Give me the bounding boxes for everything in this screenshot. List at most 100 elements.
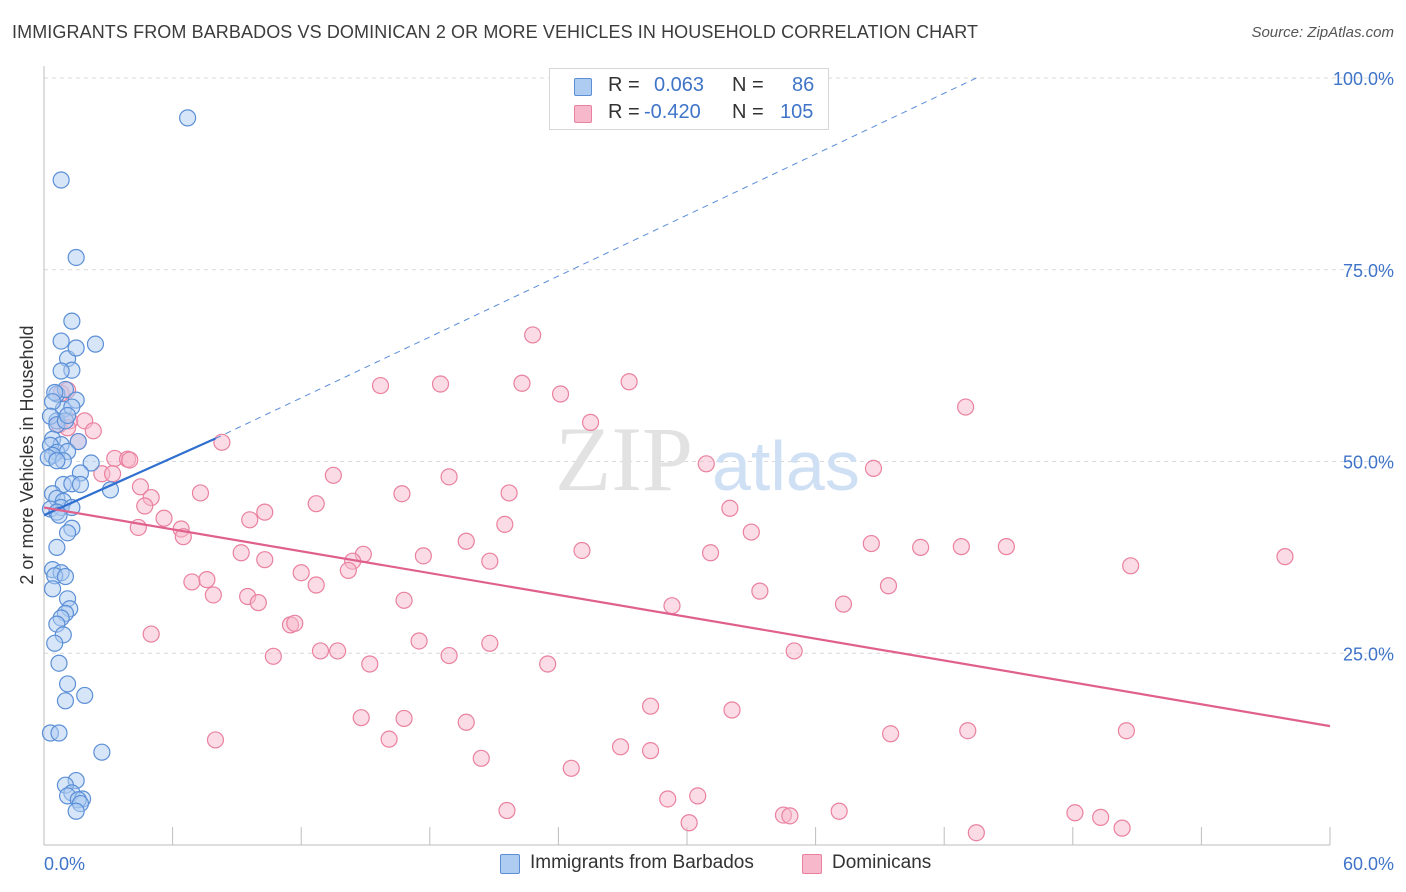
n-value: 105: [780, 101, 814, 123]
r-label: R =: [608, 74, 640, 96]
dominicans-point: [620, 373, 638, 391]
dominicans-point: [395, 709, 413, 728]
dominicans-point: [912, 538, 930, 557]
dominicans-point: [311, 642, 330, 660]
trend-lines: [43, 77, 1331, 728]
dominicans-point: [834, 595, 853, 613]
dominicans-point: [307, 576, 325, 594]
dominicans-point: [136, 497, 154, 515]
dominicans-point: [524, 326, 542, 344]
dominicans-point: [680, 814, 698, 832]
dominicans-point: [206, 731, 225, 749]
dominicans-point: [307, 495, 325, 513]
dominicans-point: [581, 413, 600, 431]
dominicans-point: [1122, 557, 1140, 575]
dominicans-point: [256, 551, 274, 569]
dominicans-point: [183, 573, 201, 591]
barbados-point: [82, 454, 100, 472]
dominicans-point: [967, 824, 985, 842]
x-tick-label: 60.0%: [1343, 854, 1394, 874]
barbados-point: [46, 634, 64, 652]
dominicans-point: [352, 709, 370, 727]
barbados-point: [56, 692, 75, 710]
dominicans-point: [457, 713, 475, 731]
dominicans-point: [431, 375, 450, 393]
dominicans-point: [879, 577, 898, 595]
barbados-point: [43, 393, 62, 411]
barbados-point: [69, 432, 87, 451]
dominicans-point: [513, 374, 531, 392]
barbados-point: [86, 335, 105, 353]
dominicans-point: [659, 790, 677, 808]
watermark: ZIP atlas: [555, 408, 860, 510]
dominicans-point: [249, 594, 267, 612]
dominicans-point: [562, 759, 580, 777]
n-label: N =: [732, 101, 764, 123]
dominicans-point: [324, 466, 342, 484]
dominicans-point: [641, 742, 660, 760]
dominicans-point: [701, 544, 720, 562]
y-tick-label: 75.0%: [1343, 261, 1394, 281]
barbados-point: [50, 654, 68, 672]
dominicans-point: [723, 701, 741, 719]
dominicans-point: [286, 614, 304, 632]
dominicans-point: [393, 485, 411, 503]
r-value: -0.420: [644, 101, 701, 123]
r-value: 0.063: [654, 74, 705, 96]
chart-title: IMMIGRANTS FROM BARBADOS VS DOMINICAN 2 …: [12, 22, 979, 42]
dominicans-point: [957, 398, 975, 416]
barbados-point: [67, 339, 85, 357]
dominicans-point: [496, 515, 514, 533]
n-label: N =: [732, 74, 764, 96]
gridlines: [44, 77, 1392, 654]
barbados-point: [58, 524, 77, 542]
barbados-swatch: [574, 78, 592, 96]
dominicans-point: [103, 465, 122, 483]
dominicans-point: [371, 376, 390, 395]
barbados-point: [50, 724, 68, 742]
y-tick-label: 50.0%: [1343, 453, 1394, 473]
dominicans-point: [1117, 722, 1135, 740]
barbados-point: [56, 567, 75, 586]
dominicans-point: [440, 468, 458, 486]
dominicans-point: [697, 455, 715, 473]
source-label: Source: ZipAtlas.com: [1251, 24, 1394, 41]
barbados-point: [52, 171, 70, 189]
dominicans-point: [191, 484, 210, 502]
barbados-trend-line: [43, 437, 216, 517]
dominicans-point: [498, 801, 516, 820]
dominicans-point: [1113, 819, 1131, 837]
barbados-point: [179, 109, 197, 127]
barbados-point: [48, 538, 66, 557]
dominicans-point: [481, 634, 499, 652]
dominicans-point: [204, 586, 222, 604]
dominicans-point: [131, 478, 150, 496]
dominicans-point: [641, 697, 660, 715]
dominicans-point: [472, 749, 490, 767]
barbados-point: [43, 580, 62, 598]
barbados-point: [52, 332, 70, 350]
y-tick-label: 100.0%: [1333, 69, 1394, 89]
barbados-points: [39, 109, 197, 820]
dominicans-point: [539, 655, 557, 673]
dominicans-point: [241, 511, 259, 529]
x-tick-label: 0.0%: [44, 854, 85, 874]
dominicans-point: [573, 541, 591, 560]
dominicans-point: [862, 534, 880, 553]
r-label: R =: [608, 101, 640, 123]
barbados-legend-swatch: [500, 854, 520, 874]
dominicans-point: [1276, 548, 1294, 566]
watermark-atlas: atlas: [712, 427, 860, 505]
dominicans-point: [380, 730, 398, 748]
dominicans-point: [882, 725, 900, 743]
barbados-point: [67, 248, 85, 267]
dominicans-point: [959, 722, 977, 740]
dominicans-points: [50, 326, 1294, 842]
dominicans-point: [339, 561, 357, 580]
y-tick-label: 25.0%: [1343, 644, 1394, 664]
dominicans-point: [1092, 808, 1110, 826]
legend-label: Immigrants from Barbados: [530, 852, 754, 873]
dominicans-point: [395, 591, 413, 609]
dominicans-point: [213, 433, 231, 451]
dominicans-point: [1066, 804, 1084, 822]
